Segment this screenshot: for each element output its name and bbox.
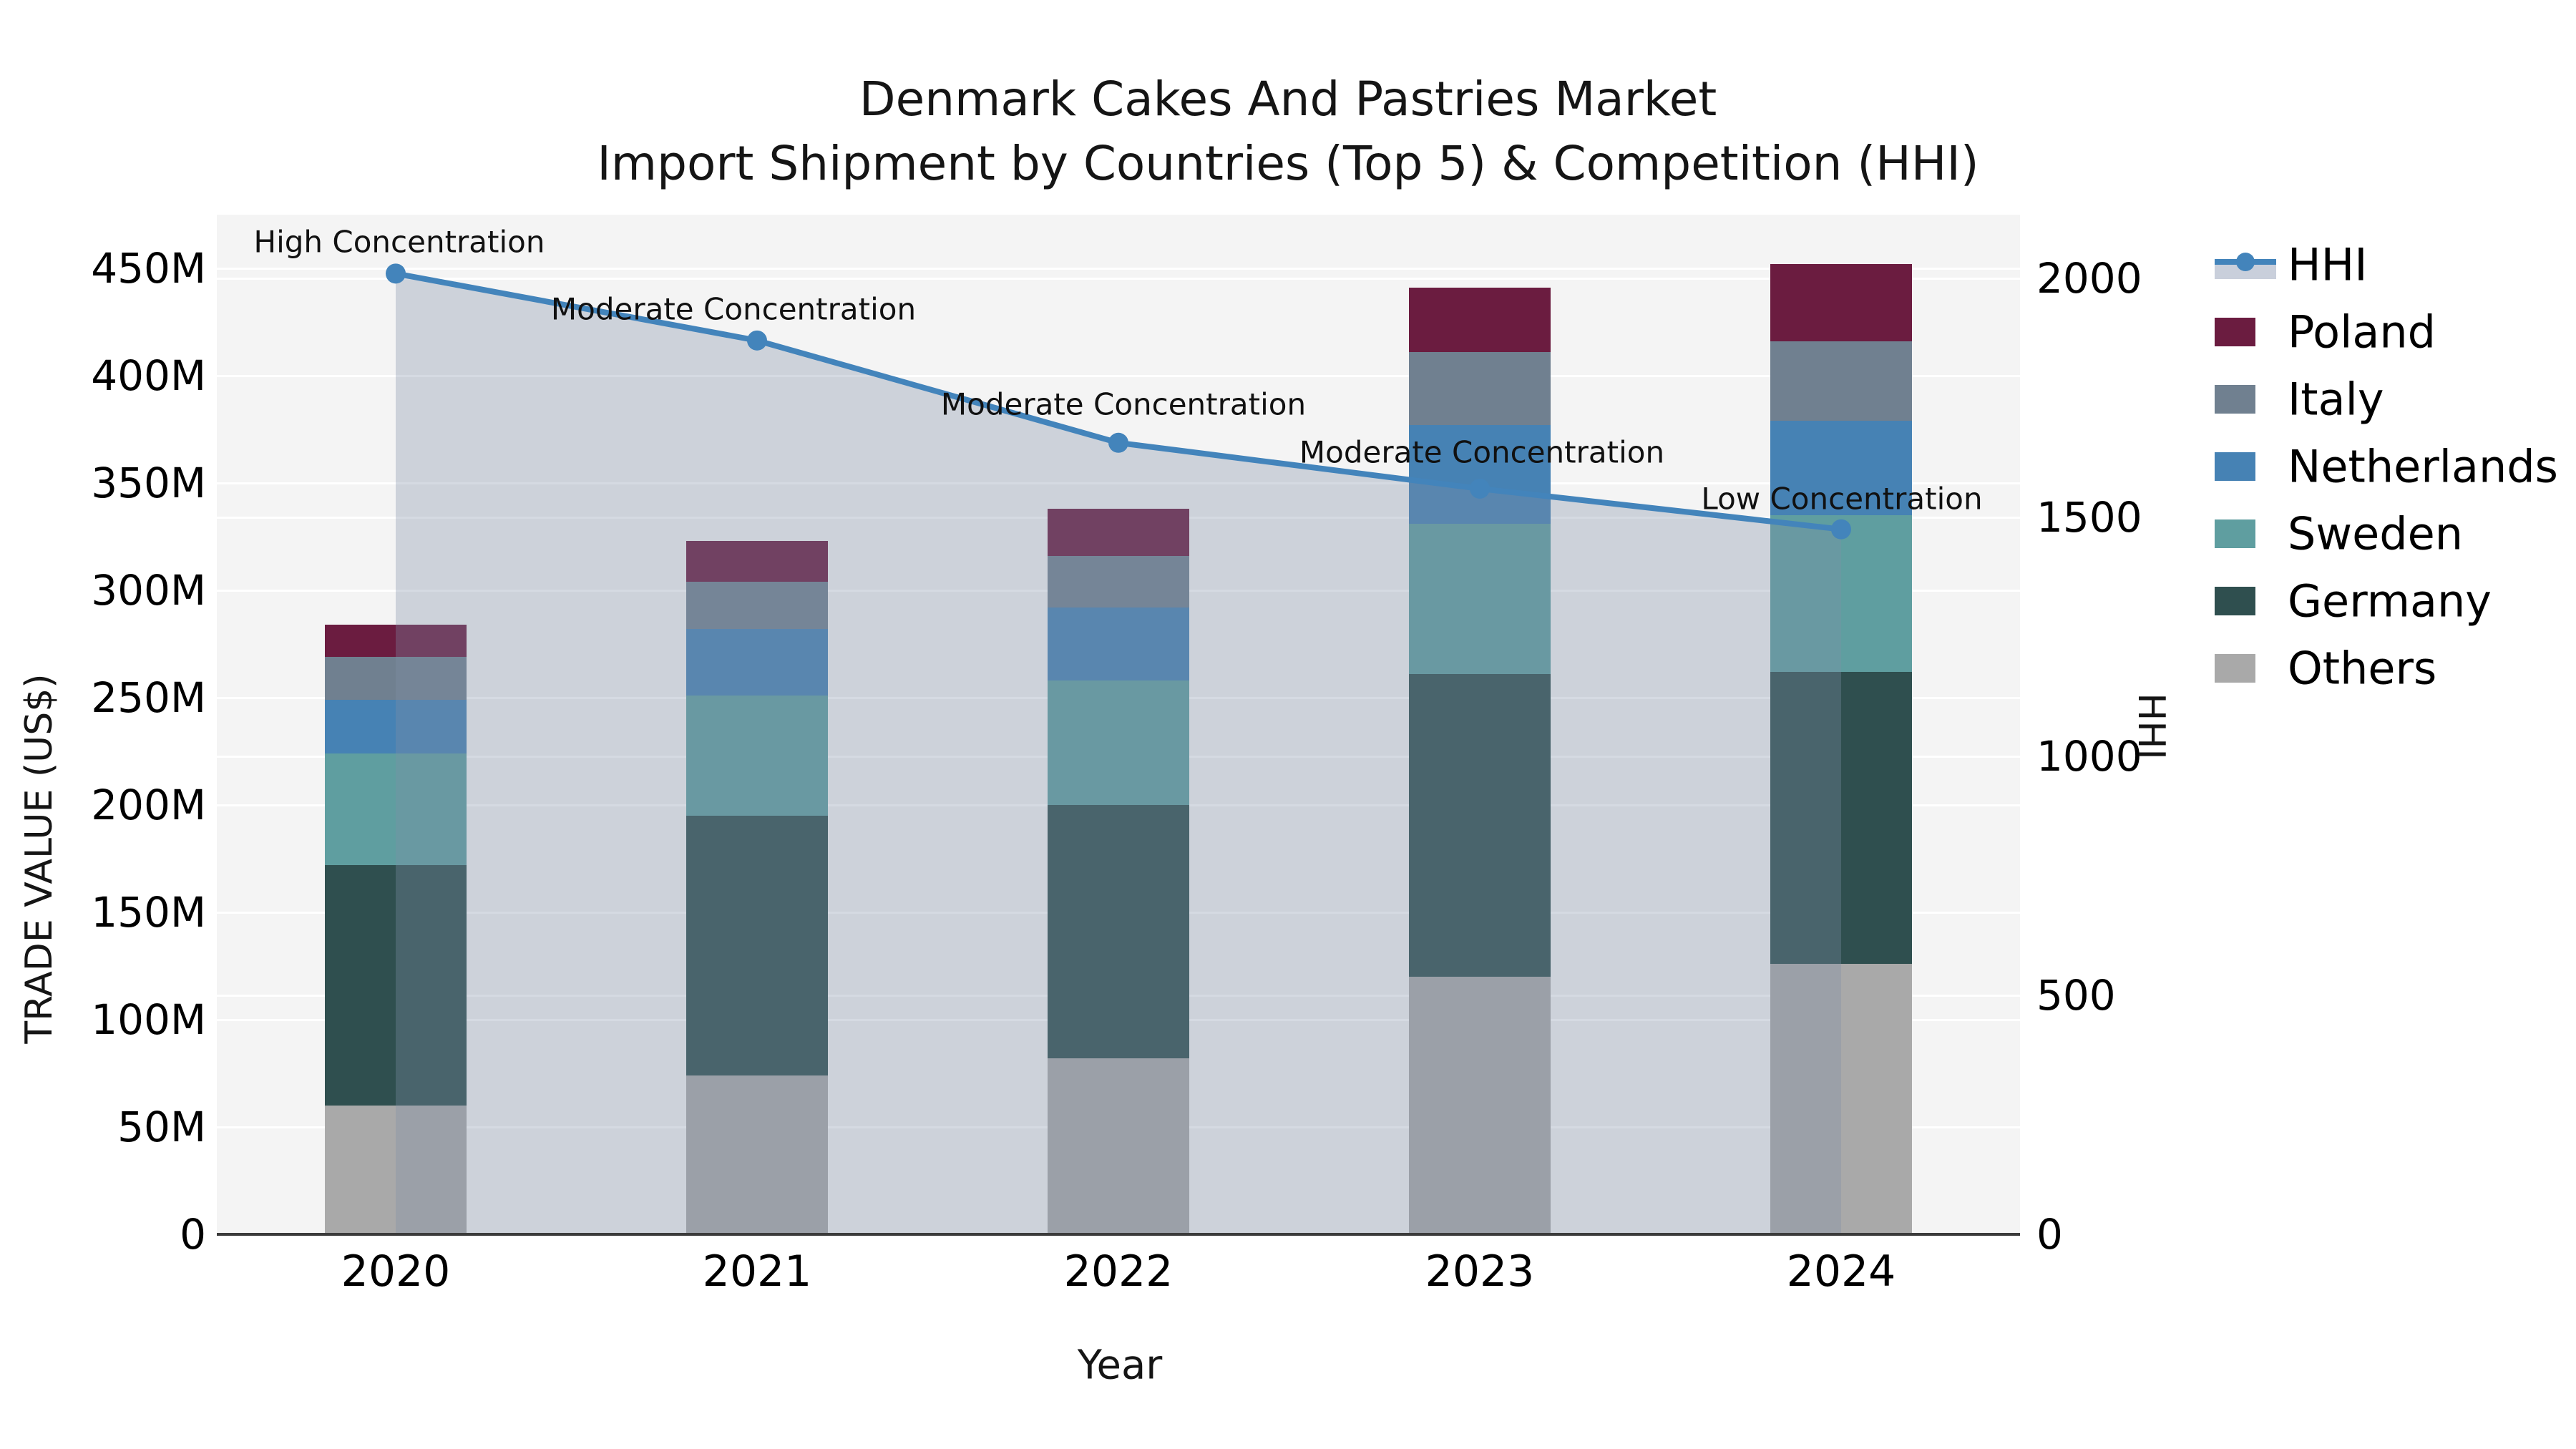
y-axis-right-tick-label: 0 <box>2036 1210 2063 1259</box>
legend-swatch-germany <box>2215 587 2255 615</box>
x-axis-spine <box>217 1233 2020 1236</box>
legend-label-others: Others <box>2288 642 2437 695</box>
bar-segment-italy-2020 <box>325 657 467 700</box>
bar-segment-others-2023 <box>1409 977 1551 1234</box>
x-axis-tick-label-2020: 2020 <box>341 1246 451 1297</box>
bar-segment-poland-2020 <box>325 625 467 657</box>
y-axis-right-label: HHI <box>2129 693 2172 760</box>
x-axis-tick-label-2021: 2021 <box>702 1246 812 1297</box>
bar-segment-germany-2023 <box>1409 674 1551 977</box>
bar-segment-sweden-2023 <box>1409 524 1551 674</box>
legend-label-netherlands: Netherlands <box>2288 440 2558 493</box>
bar-segment-italy-2023 <box>1409 352 1551 425</box>
bar-segment-netherlands-2021 <box>686 629 828 696</box>
legend-label-poland: Poland <box>2288 306 2436 358</box>
legend-label-germany: Germany <box>2288 575 2492 628</box>
bar-segment-netherlands-2020 <box>325 700 467 753</box>
annotation-2020: High Concentration <box>253 224 545 260</box>
annotation-2023: Moderate Concentration <box>1299 434 1665 470</box>
y-axis-left-tick-label: 400M <box>91 351 206 400</box>
annotation-2024: Low Concentration <box>1701 481 1983 517</box>
annotation-2021: Moderate Concentration <box>550 291 917 327</box>
y-axis-right-tick-label: 1500 <box>2036 493 2142 542</box>
legend-swatch-poland <box>2215 318 2255 346</box>
bar-segment-others-2021 <box>686 1075 828 1234</box>
y-axis-left-tick-label: 0 <box>180 1210 206 1259</box>
bar-segment-poland-2024 <box>1770 264 1912 341</box>
y-axis-left-tick-label: 50M <box>117 1103 206 1151</box>
annotation-2022: Moderate Concentration <box>940 386 1307 422</box>
bar-segment-poland-2021 <box>686 541 828 582</box>
bar-segment-sweden-2024 <box>1770 515 1912 672</box>
bar-segment-germany-2022 <box>1048 805 1189 1058</box>
gridline-left-axis <box>217 267 2020 270</box>
bar-segment-germany-2021 <box>686 816 828 1075</box>
bar-segment-poland-2023 <box>1409 288 1551 352</box>
bar-segment-sweden-2020 <box>325 753 467 865</box>
y-axis-left-tick-label: 150M <box>91 888 206 937</box>
bar-segment-netherlands-2022 <box>1048 608 1189 680</box>
x-axis-label: Year <box>1077 1342 1163 1389</box>
chart-title-line1: Denmark Cakes And Pastries Market <box>859 72 1717 127</box>
y-axis-left-tick-label: 250M <box>91 673 206 722</box>
y-axis-left-tick-label: 100M <box>91 995 206 1044</box>
y-axis-left-tick-label: 300M <box>91 566 206 615</box>
bar-segment-sweden-2022 <box>1048 680 1189 805</box>
y-axis-left-label: TRADE VALUE (US$) <box>18 673 61 1044</box>
bar-segment-italy-2021 <box>686 582 828 629</box>
x-axis-tick-label-2024: 2024 <box>1786 1246 1896 1297</box>
y-axis-left-tick-label: 350M <box>91 459 206 507</box>
legend-swatch-others <box>2215 654 2255 683</box>
bar-segment-italy-2024 <box>1770 341 1912 421</box>
x-axis-tick-label-2023: 2023 <box>1425 1246 1535 1297</box>
bar-segment-italy-2022 <box>1048 556 1189 608</box>
bar-segment-sweden-2021 <box>686 696 828 816</box>
bar-segment-others-2024 <box>1770 964 1912 1234</box>
bar-segment-others-2020 <box>325 1106 467 1234</box>
legend-label-hhi: HHI <box>2288 238 2368 291</box>
y-axis-left-tick-label: 450M <box>91 244 206 293</box>
chart-title-line2: Import Shipment by Countries (Top 5) & C… <box>597 136 1979 191</box>
legend-label-italy: Italy <box>2288 373 2384 426</box>
y-axis-left-tick-label: 200M <box>91 781 206 829</box>
bar-segment-others-2022 <box>1048 1058 1189 1234</box>
gridline-left-axis <box>217 374 2020 377</box>
x-axis-tick-label-2022: 2022 <box>1063 1246 1174 1297</box>
legend-label-sweden: Sweden <box>2288 507 2464 560</box>
bar-segment-germany-2024 <box>1770 672 1912 964</box>
legend-swatch-sweden <box>2215 519 2255 548</box>
bar-segment-poland-2022 <box>1048 509 1189 556</box>
bar-segment-germany-2020 <box>325 865 467 1106</box>
y-axis-right-tick-label: 1000 <box>2036 732 2142 781</box>
y-axis-right-tick-label: 500 <box>2036 971 2116 1020</box>
gridline-right-axis <box>217 277 2020 280</box>
legend-swatch-netherlands <box>2215 452 2255 481</box>
y-axis-right-tick-label: 2000 <box>2036 254 2142 303</box>
legend-swatch-italy <box>2215 385 2255 414</box>
hhi-legend-marker-dot <box>2236 253 2255 271</box>
